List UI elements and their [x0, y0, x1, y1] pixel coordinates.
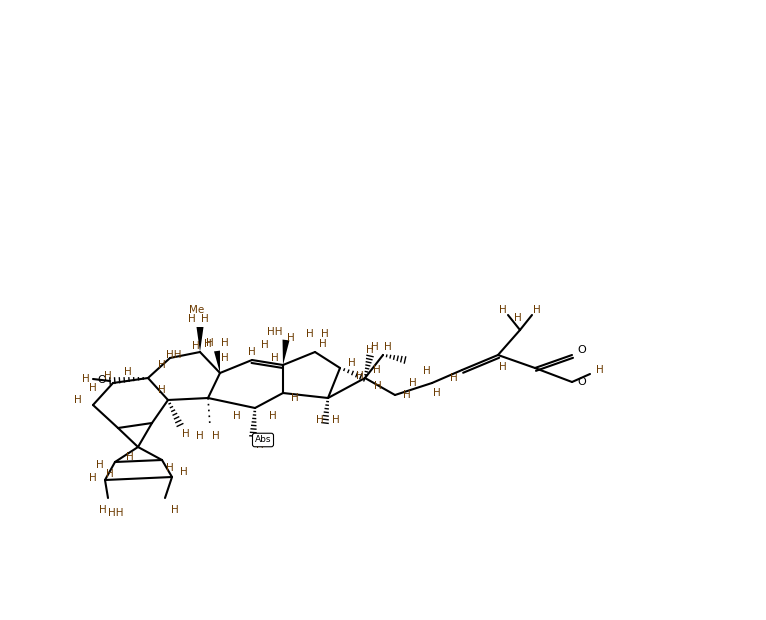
- Polygon shape: [214, 350, 220, 373]
- Text: H: H: [192, 341, 200, 351]
- Text: H: H: [514, 313, 522, 323]
- Text: H: H: [82, 374, 90, 384]
- Text: H: H: [99, 505, 107, 515]
- Text: H: H: [182, 429, 190, 439]
- Text: H: H: [366, 345, 374, 355]
- Text: H: H: [171, 505, 179, 515]
- Text: H: H: [316, 415, 324, 425]
- Text: H: H: [271, 353, 279, 363]
- Text: H: H: [204, 339, 212, 349]
- Text: HH: HH: [166, 350, 182, 360]
- Text: H: H: [124, 367, 132, 377]
- Text: H: H: [256, 440, 264, 450]
- Text: H: H: [74, 395, 82, 405]
- Text: H: H: [306, 329, 314, 339]
- Text: H: H: [423, 366, 430, 376]
- Text: H: H: [287, 333, 295, 343]
- Text: H: H: [248, 347, 256, 357]
- Text: H: H: [321, 329, 329, 339]
- Text: H: H: [96, 460, 104, 470]
- Text: H: H: [89, 473, 97, 483]
- Text: H: H: [166, 463, 174, 473]
- Text: O: O: [97, 375, 106, 385]
- Text: H: H: [384, 342, 392, 352]
- Text: H: H: [596, 365, 604, 375]
- Text: H: H: [450, 373, 458, 383]
- Text: H: H: [188, 314, 196, 324]
- Text: H: H: [89, 383, 97, 393]
- Text: H: H: [291, 393, 299, 403]
- Text: H: H: [374, 381, 382, 391]
- Text: H: H: [261, 340, 269, 350]
- Text: H: H: [196, 431, 204, 441]
- Text: O: O: [578, 377, 587, 387]
- Text: H: H: [373, 365, 381, 375]
- Text: H: H: [499, 362, 507, 372]
- Text: HH: HH: [267, 327, 283, 337]
- Text: H: H: [206, 338, 214, 348]
- Text: H: H: [433, 388, 441, 398]
- Text: H: H: [332, 415, 340, 425]
- Text: H: H: [356, 371, 364, 381]
- Text: HH: HH: [108, 508, 124, 518]
- Text: H: H: [409, 378, 417, 388]
- Text: H: H: [104, 371, 112, 381]
- Text: H: H: [180, 467, 188, 477]
- Text: H: H: [319, 339, 327, 349]
- Text: O: O: [578, 345, 587, 355]
- Text: H: H: [348, 358, 356, 368]
- Text: H: H: [158, 385, 166, 395]
- Polygon shape: [283, 340, 290, 365]
- Text: H: H: [221, 353, 229, 363]
- Text: H: H: [106, 469, 114, 479]
- Text: H: H: [201, 314, 209, 324]
- Text: H: H: [212, 431, 220, 441]
- Text: H: H: [499, 305, 507, 315]
- Text: Me: Me: [189, 305, 205, 315]
- Text: Abs: Abs: [255, 435, 271, 445]
- Text: H: H: [403, 390, 411, 400]
- Text: H: H: [269, 411, 277, 421]
- Text: H: H: [221, 338, 229, 348]
- Text: H: H: [126, 452, 134, 462]
- Text: H: H: [533, 305, 541, 315]
- Text: H: H: [371, 342, 379, 352]
- Text: H: H: [158, 360, 166, 370]
- Polygon shape: [197, 327, 204, 352]
- Text: H: H: [233, 411, 241, 421]
